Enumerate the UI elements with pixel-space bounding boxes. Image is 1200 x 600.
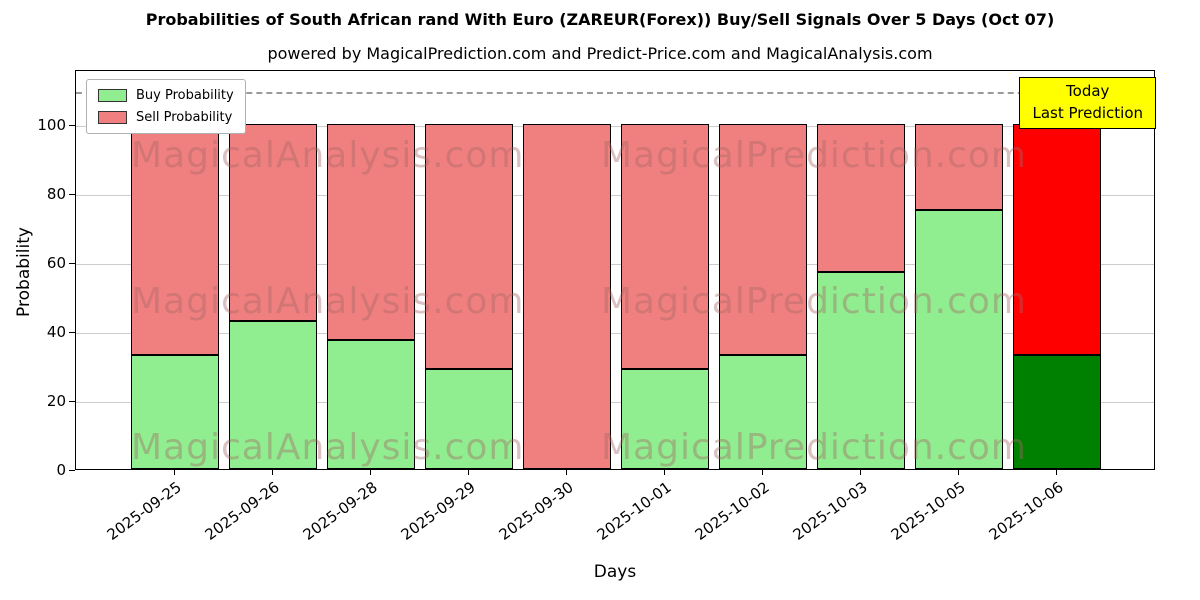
y-tick-label: 0 [56, 461, 66, 479]
x-tick-mark [663, 470, 665, 475]
buy-bar-segment [424, 369, 514, 469]
x-tick-label: 2025-10-03 [789, 478, 871, 544]
legend-label-buy: Buy Probability [136, 88, 234, 103]
x-tick-label: 2025-09-30 [495, 478, 577, 544]
gridline [76, 125, 1154, 127]
sell-bar-segment [522, 124, 612, 469]
y-tick-label: 100 [37, 116, 66, 135]
x-tick-mark [271, 470, 273, 475]
x-tick-label: 2025-10-02 [691, 478, 773, 544]
x-tick-mark [565, 470, 567, 475]
buy-bar-segment [326, 339, 416, 469]
sell-bar-segment [914, 124, 1004, 211]
y-axis-label: Probability [14, 227, 34, 317]
y-tick-label: 20 [46, 392, 66, 411]
bars-layer [76, 71, 1154, 469]
gridlines-layer [76, 71, 1154, 469]
x-tick-mark [761, 470, 763, 475]
today-annotation: Today Last Prediction [1019, 77, 1156, 129]
buy-bar-segment [718, 355, 808, 469]
x-tick-label: 2025-10-01 [593, 478, 675, 544]
dashed-threshold-line [76, 91, 1154, 94]
buy-bar-segment [228, 320, 318, 469]
sell-probability-swatch [98, 111, 127, 124]
x-tick-mark [957, 470, 959, 475]
legend-item-buy: Buy Probability [98, 88, 234, 103]
plot-area: MagicalAnalysis.com MagicalPrediction.co… [75, 70, 1156, 470]
sell-bar-segment [718, 124, 808, 356]
buy-bar-segment [1012, 355, 1102, 469]
y-tick-label: 80 [46, 185, 66, 204]
x-tick-mark [467, 470, 469, 475]
x-tick-label: 2025-09-28 [299, 478, 381, 544]
sell-bar-segment [424, 124, 514, 369]
sell-bar-segment [816, 124, 906, 273]
gridline [76, 401, 1154, 403]
buy-bar-segment [620, 369, 710, 469]
x-tick-label: 2025-09-26 [201, 478, 283, 544]
sell-bar-segment [1012, 124, 1102, 356]
gridline [76, 194, 1154, 196]
x-tick-mark [859, 470, 861, 475]
annotation-line2: Last Prediction [1032, 103, 1143, 122]
buy-probability-swatch [98, 89, 127, 102]
annotation-line1: Today [1066, 82, 1110, 100]
x-axis-label: Days [593, 562, 637, 582]
x-tick-mark [1055, 470, 1057, 475]
legend: Buy Probability Sell Probability [86, 79, 246, 134]
x-tick-mark [173, 470, 175, 475]
gridline [76, 263, 1154, 265]
x-tick-label: 2025-10-06 [985, 478, 1067, 544]
sell-bar-segment [326, 124, 416, 340]
chart-title: Probabilities of South African rand With… [145, 10, 1055, 29]
sell-bar-segment [130, 124, 220, 356]
chart-subtitle: powered by MagicalPrediction.com and Pre… [267, 44, 933, 63]
y-tick-label: 40 [46, 323, 66, 342]
buy-bar-segment [130, 355, 220, 469]
legend-label-sell: Sell Probability [136, 110, 233, 125]
legend-item-sell: Sell Probability [98, 110, 234, 125]
sell-bar-segment [228, 124, 318, 321]
x-tick-mark [369, 470, 371, 475]
gridline [76, 332, 1154, 334]
buy-bar-segment [914, 210, 1004, 469]
x-tick-label: 2025-10-05 [887, 478, 969, 544]
buy-bar-segment [816, 272, 906, 469]
x-tick-label: 2025-09-25 [103, 478, 185, 544]
x-tick-label: 2025-09-29 [397, 478, 479, 544]
sell-bar-segment [620, 124, 710, 369]
